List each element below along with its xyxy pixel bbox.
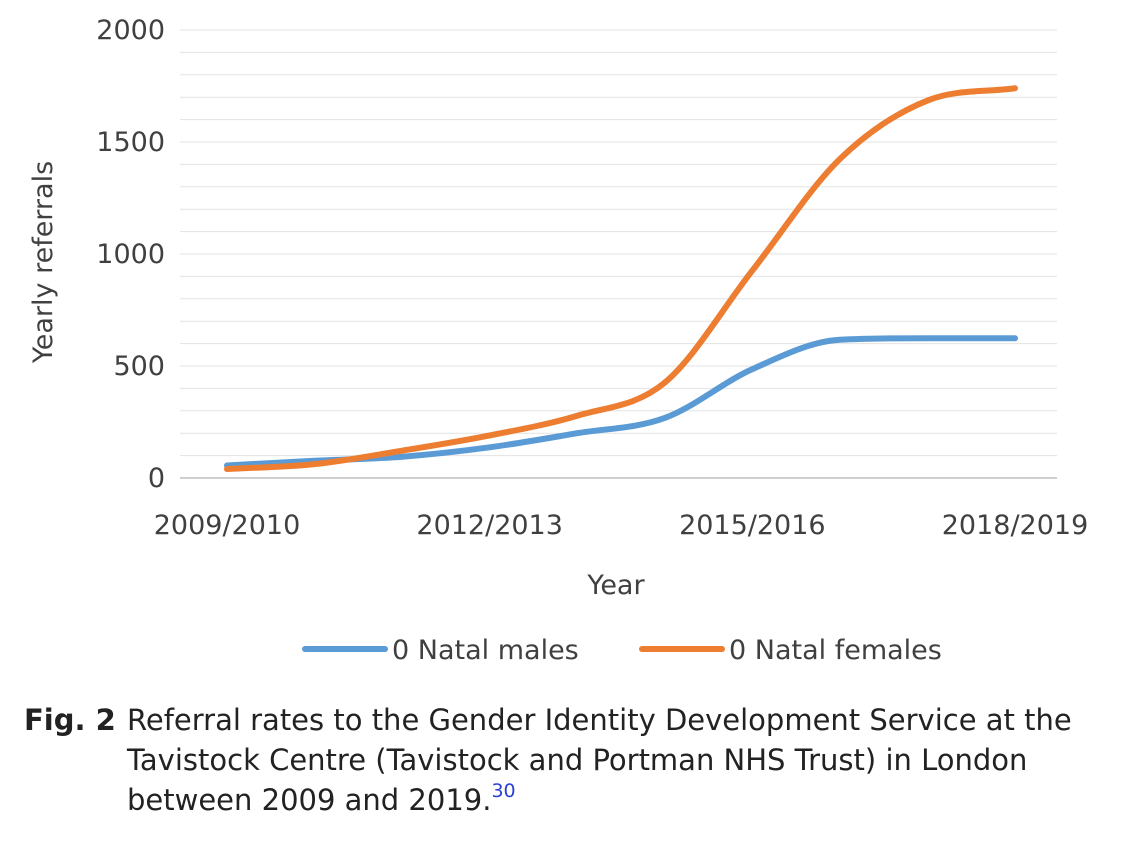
figure-label: Fig. 2: [24, 703, 116, 737]
x-axis-label: Year: [586, 570, 645, 601]
x-tick-label: 2012/2013: [416, 510, 563, 541]
y-tick-label: 1000: [96, 239, 165, 270]
caption-text: Referral rates to the Gender Identity De…: [127, 703, 1072, 817]
y-tick-label: 2000: [96, 15, 165, 46]
x-tick-labels: 2009/2010 2012/2013 2015/2016 2018/2019: [154, 510, 1089, 541]
y-tick-label: 0: [148, 463, 165, 494]
legend-label: 0 Natal females: [729, 635, 942, 666]
natal-females-line: [224, 85, 1018, 473]
series-lines: [224, 85, 1018, 473]
y-axis-label: Yearly referrals: [28, 161, 59, 364]
reference-link[interactable]: 30: [491, 780, 516, 802]
legend: 0 Natal males 0 Natal females: [302, 635, 942, 666]
referrals-line-chart: 0 500 1000 1500 2000 2009/2010 2012/2013 2015/…: [28, 15, 1089, 666]
legend-item: 0 Natal males: [302, 635, 579, 666]
y-tick-label: 1500: [96, 127, 165, 158]
x-tick-label: 2018/2019: [942, 510, 1089, 541]
y-tick-label: 500: [113, 351, 165, 382]
legend-item: 0 Natal females: [639, 635, 942, 666]
x-tick-label: 2009/2010: [154, 510, 301, 541]
caption-body: Referral rates to the Gender Identity De…: [127, 700, 1104, 820]
x-tick-label: 2015/2016: [679, 510, 826, 541]
y-tick-labels: 0 500 1000 1500 2000: [96, 15, 165, 494]
figure-caption: Fig. 2 Referral rates to the Gender Iden…: [24, 700, 1104, 820]
legend-label: 0 Natal males: [392, 635, 579, 666]
gridlines: [180, 29, 1057, 479]
